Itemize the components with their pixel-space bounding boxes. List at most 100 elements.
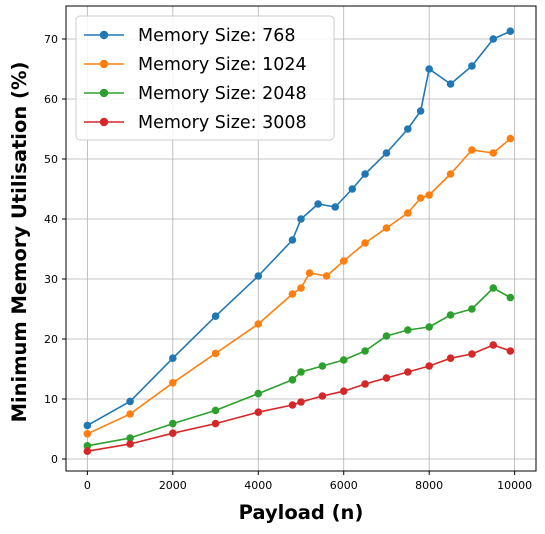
data-point (297, 284, 305, 292)
y-tick-label: 30 (44, 273, 58, 286)
data-point (416, 107, 425, 115)
data-point (489, 149, 498, 157)
data-point (288, 236, 297, 244)
x-tick-label: 2000 (159, 479, 187, 492)
data-point (169, 429, 177, 438)
x-axis-ticks: 0 2000 4000 6000 8000 10000 (84, 471, 532, 492)
y-tick-label: 10 (44, 393, 58, 406)
data-point (297, 398, 305, 406)
data-point (339, 257, 348, 265)
data-point (361, 170, 369, 178)
y-axis-title: Minimum Memory Utilisation (%) (8, 62, 31, 423)
data-point (126, 410, 134, 418)
data-point (318, 392, 327, 400)
data-point (322, 272, 331, 280)
legend-marker (99, 30, 109, 40)
y-tick-label: 0 (51, 453, 58, 466)
data-point (361, 239, 369, 247)
data-point (361, 380, 369, 388)
data-point (254, 272, 263, 280)
series-2 (83, 284, 515, 450)
legend-marker (99, 117, 109, 127)
data-point (331, 203, 339, 211)
data-point (425, 362, 433, 370)
legend-label: Memory Size: 2048 (138, 84, 307, 104)
series-3 (83, 341, 515, 456)
data-point (361, 347, 369, 355)
data-point (506, 293, 515, 302)
data-point (254, 408, 263, 417)
data-point (83, 430, 92, 438)
data-point (211, 312, 220, 321)
y-tick-label: 70 (44, 33, 58, 46)
data-point (254, 320, 263, 328)
x-axis-title: Payload (n) (239, 501, 364, 524)
x-tick-label: 10000 (497, 479, 532, 492)
plot-frame (65, 5, 537, 472)
legend-label: Memory Size: 1024 (138, 55, 307, 75)
data-point (288, 290, 297, 298)
data-point (468, 305, 476, 313)
legend-marker (99, 59, 109, 69)
data-point (382, 332, 391, 340)
data-point (425, 323, 433, 331)
data-point (446, 170, 455, 178)
data-point (446, 354, 455, 363)
data-point (83, 442, 92, 450)
data-point (404, 326, 412, 334)
legend-label: Memory Size: 768 (138, 26, 296, 46)
legend-item: Memory Size: 1024 (84, 55, 307, 75)
data-point (404, 209, 412, 217)
data-point (339, 356, 348, 364)
data-point (425, 191, 433, 199)
data-point (339, 387, 348, 396)
legend-item: Memory Size: 2048 (84, 84, 307, 104)
series-1 (83, 134, 515, 438)
legend-marker (99, 88, 109, 98)
data-point (446, 311, 455, 319)
legend-label: Memory Size: 3008 (138, 113, 307, 133)
data-point (297, 368, 305, 376)
data-point (468, 62, 476, 70)
data-point (468, 146, 476, 154)
data-point (297, 215, 305, 223)
data-point (489, 284, 498, 292)
data-point (489, 35, 498, 43)
data-point (382, 149, 391, 157)
data-point (126, 434, 134, 442)
data-point (382, 374, 391, 382)
data-point (83, 421, 92, 430)
data-point (318, 362, 327, 370)
legend-box (75, 15, 335, 141)
legend-item: Memory Size: 3008 (84, 113, 307, 133)
legend: Memory Size: 768 Memory Size: 1024 Memory … (75, 15, 335, 141)
data-point (489, 341, 498, 349)
x-tick-label: 4000 (244, 479, 272, 492)
data-point (404, 125, 412, 133)
y-tick-label: 20 (44, 333, 58, 346)
data-point (425, 65, 433, 73)
data-point (83, 447, 92, 456)
data-point (169, 419, 177, 428)
data-point (211, 419, 220, 428)
y-tick-label: 50 (44, 153, 58, 166)
data-point (404, 368, 412, 376)
data-point (416, 194, 425, 202)
data-point (211, 406, 220, 415)
data-point (348, 185, 357, 193)
data-point (506, 347, 515, 355)
x-tick-label: 6000 (330, 479, 358, 492)
data-point (169, 379, 177, 387)
data-point (254, 389, 263, 398)
data-point (314, 200, 322, 208)
data-point (506, 27, 515, 35)
series-layer (83, 27, 515, 456)
data-point (211, 349, 220, 358)
data-point (169, 354, 177, 363)
data-point (382, 224, 391, 232)
x-tick-label: 0 (84, 479, 91, 492)
data-point (506, 134, 515, 143)
legend-item: Memory Size: 768 (84, 26, 296, 46)
data-point (288, 401, 297, 409)
